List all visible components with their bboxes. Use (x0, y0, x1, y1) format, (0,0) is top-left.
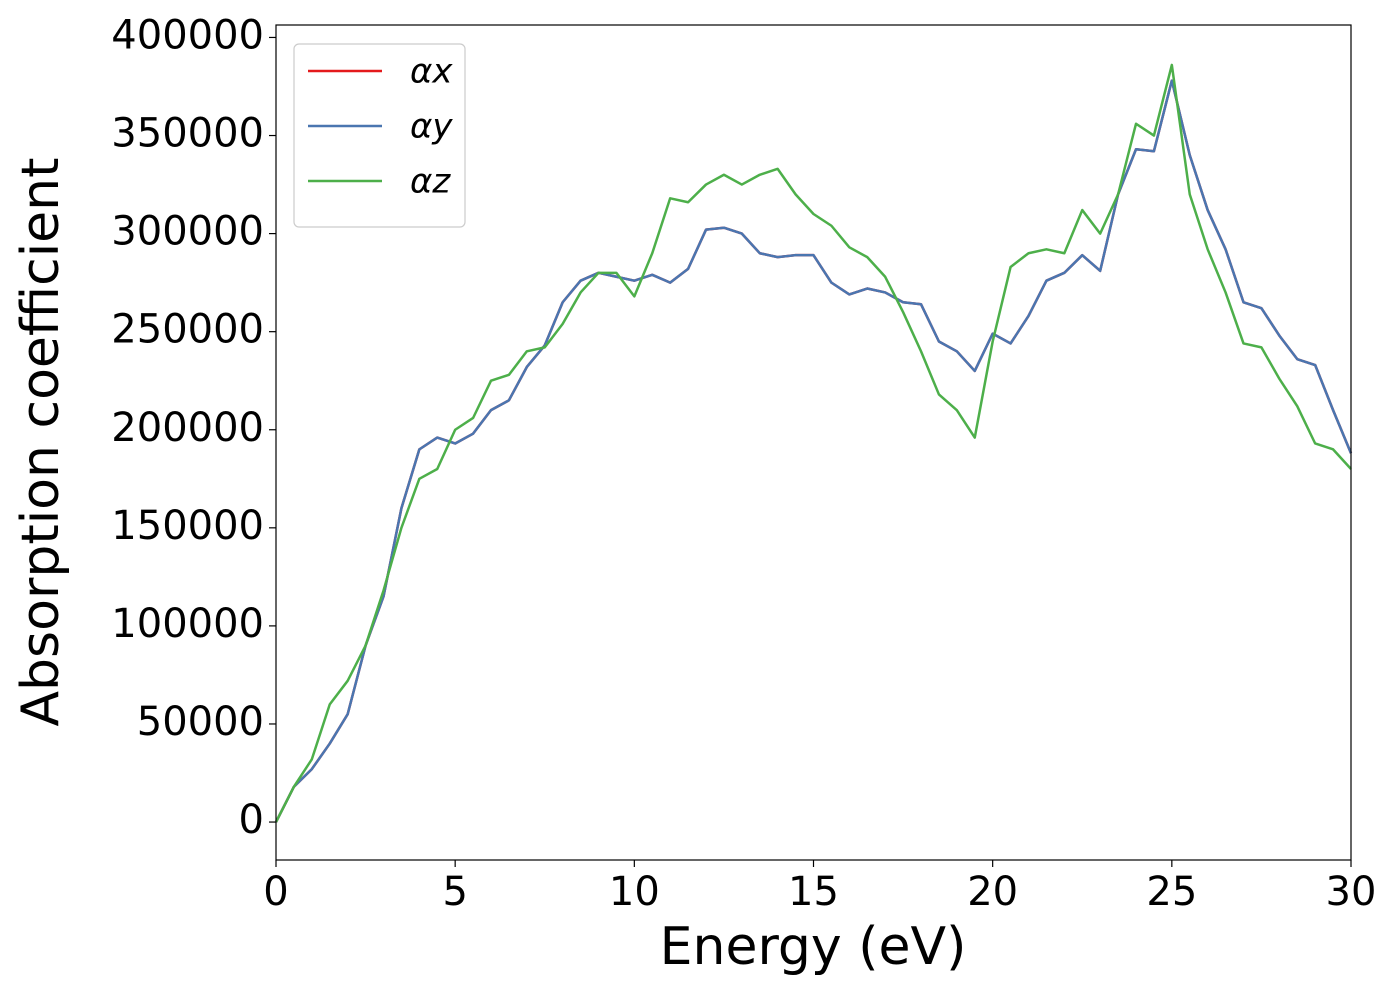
y-tick-label: 250000 (111, 307, 264, 353)
x-tick-label: 20 (967, 869, 1018, 915)
series-line (274, 63, 1352, 823)
y-tick-label: 200000 (111, 405, 264, 451)
x-tick-label: 25 (1146, 869, 1197, 915)
y-tick-label: 400000 (111, 12, 264, 58)
series-line (274, 79, 1353, 823)
x-tick-label: 0 (263, 869, 288, 915)
y-tick-label: 50000 (137, 699, 264, 745)
y-tick-label: 100000 (111, 601, 264, 647)
plot-frame (275, 24, 1352, 861)
legend-label: αy (410, 107, 453, 147)
x-tick-label: 15 (788, 869, 839, 915)
x-tick-label: 10 (609, 869, 660, 915)
legend-label: αx (410, 52, 453, 92)
y-tick-label: 300000 (111, 209, 264, 255)
legend-label: αz (410, 162, 451, 202)
y-tick-label: 0 (239, 797, 264, 843)
x-axis-label: Energy (eV) (660, 917, 967, 977)
x-tick-label: 5 (442, 869, 467, 915)
y-axis-label: Absorption coefficient (11, 157, 71, 726)
x-tick-label: 30 (1326, 869, 1377, 915)
y-tick-label: 350000 (111, 111, 264, 157)
y-tick-label: 150000 (111, 503, 264, 549)
